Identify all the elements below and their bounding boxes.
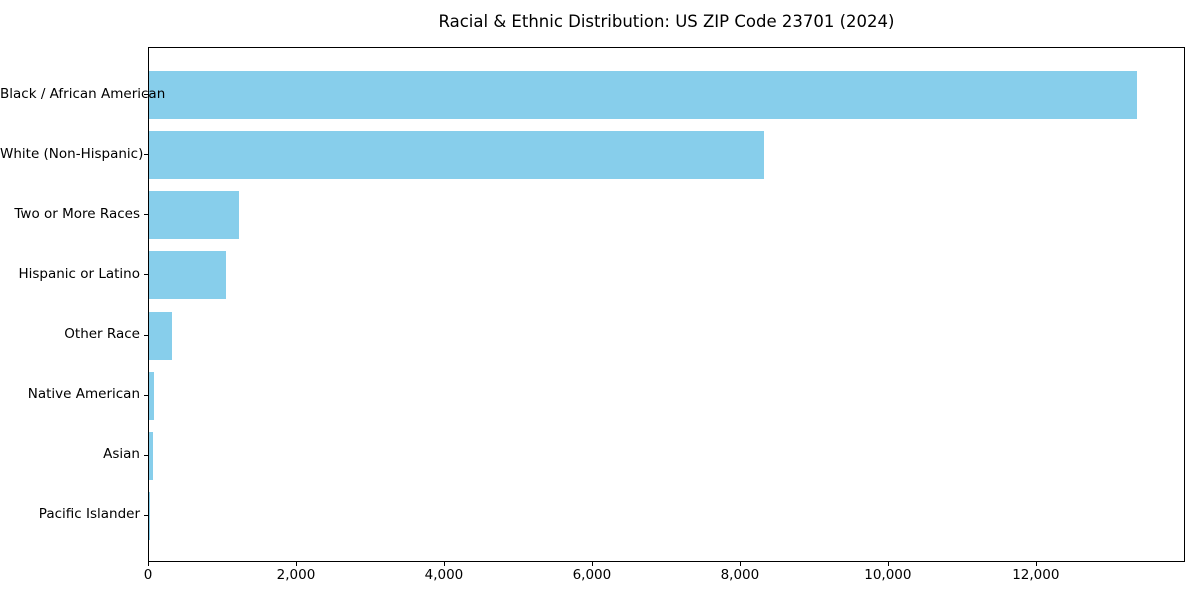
y-tick-mark — [144, 214, 148, 216]
x-tick-mark — [887, 562, 889, 566]
x-tick-label: 4,000 — [424, 567, 464, 583]
bar-asian — [149, 431, 154, 480]
y-tick-label: Black / African American — [0, 85, 166, 102]
y-tick-label: Other Race — [64, 326, 140, 342]
y-tick-label: Hispanic or Latino — [18, 265, 140, 282]
y-tick-mark — [144, 514, 148, 516]
x-tick-mark — [295, 562, 297, 566]
bar-pacific-islander — [149, 491, 151, 540]
x-tick-label: 10,000 — [864, 567, 912, 583]
bar-two-or-more-races — [149, 191, 239, 240]
y-tick-mark — [144, 454, 148, 456]
bar-other-race — [149, 311, 172, 360]
bar-hispanic-or-latino — [149, 251, 226, 300]
x-tick-label: 0 — [143, 567, 153, 583]
x-tick-label: 2,000 — [276, 567, 316, 583]
y-tick-mark — [144, 394, 148, 396]
y-tick-label: Native American — [27, 386, 140, 403]
bar-native-american — [149, 371, 155, 420]
y-tick-mark — [144, 154, 148, 156]
y-tick-label: White (Non-Hispanic) — [0, 145, 144, 162]
y-tick-mark — [144, 94, 148, 96]
x-tick-mark — [148, 562, 149, 566]
x-tick-label: 6,000 — [572, 567, 612, 583]
y-tick-label: Pacific Islander — [38, 506, 140, 523]
plot-area — [148, 47, 1185, 562]
y-tick-mark — [144, 334, 148, 336]
x-tick-mark — [591, 562, 593, 566]
bar-black-african-american — [149, 71, 1137, 120]
x-tick-label: 8,000 — [720, 567, 760, 583]
bar-white-non-hispanic — [149, 131, 764, 180]
x-tick-mark — [443, 562, 445, 566]
x-tick-label: 12,000 — [1012, 567, 1060, 583]
y-tick-label: Two or More Races — [14, 205, 140, 222]
y-tick-mark — [144, 274, 148, 276]
y-tick-label: Asian — [103, 446, 140, 463]
chart-title: Racial & Ethnic Distribution: US ZIP Cod… — [438, 12, 895, 31]
x-tick-mark — [1035, 562, 1037, 566]
x-tick-mark — [739, 562, 741, 566]
